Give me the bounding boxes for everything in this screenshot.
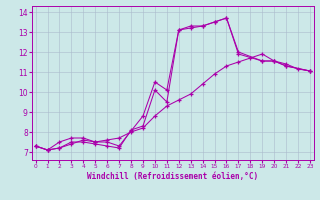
X-axis label: Windchill (Refroidissement éolien,°C): Windchill (Refroidissement éolien,°C) [87,172,258,181]
